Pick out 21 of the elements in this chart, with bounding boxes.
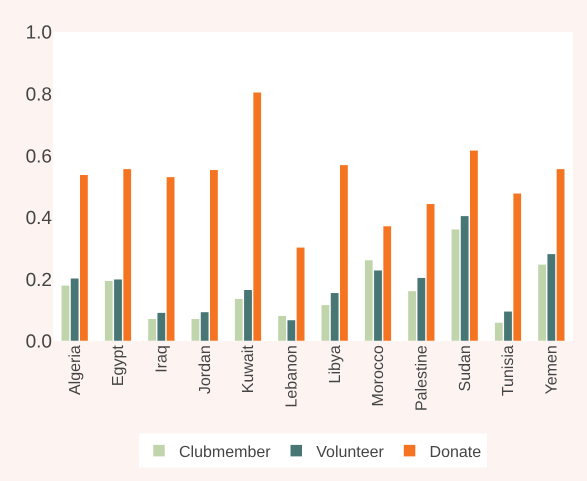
y-tick-label: 0.2 bbox=[26, 270, 52, 291]
x-tick-label: Tunisia bbox=[500, 345, 518, 396]
x-tick-label: Lebanon bbox=[284, 345, 301, 408]
x-tick-label: Sudan bbox=[456, 345, 474, 392]
y-tick-label: 0.6 bbox=[26, 146, 52, 168]
y-tick-label: 0.0 bbox=[26, 332, 52, 353]
x-tick-label: Palestine bbox=[414, 345, 431, 412]
y-tick-label: 1.0 bbox=[26, 22, 52, 44]
x-tick-label: Morocco bbox=[370, 345, 388, 407]
legend-label: Donate bbox=[430, 444, 482, 461]
x-tick-label: Algeria bbox=[66, 345, 84, 396]
legend-label: Clubmember bbox=[179, 444, 272, 461]
x-tick-label: Iraq bbox=[154, 345, 171, 373]
legend-label: Volunteer bbox=[316, 444, 385, 461]
y-tick-label: 0.4 bbox=[26, 208, 52, 230]
x-tick-label: Jordan bbox=[196, 345, 214, 394]
x-tick-label: Libya bbox=[326, 345, 344, 384]
y-tick-label: 0.8 bbox=[26, 84, 52, 106]
x-tick-label: Kuwait bbox=[240, 344, 258, 394]
x-tick-label: Egypt bbox=[110, 344, 128, 386]
x-tick-label: Yemen bbox=[544, 345, 561, 394]
